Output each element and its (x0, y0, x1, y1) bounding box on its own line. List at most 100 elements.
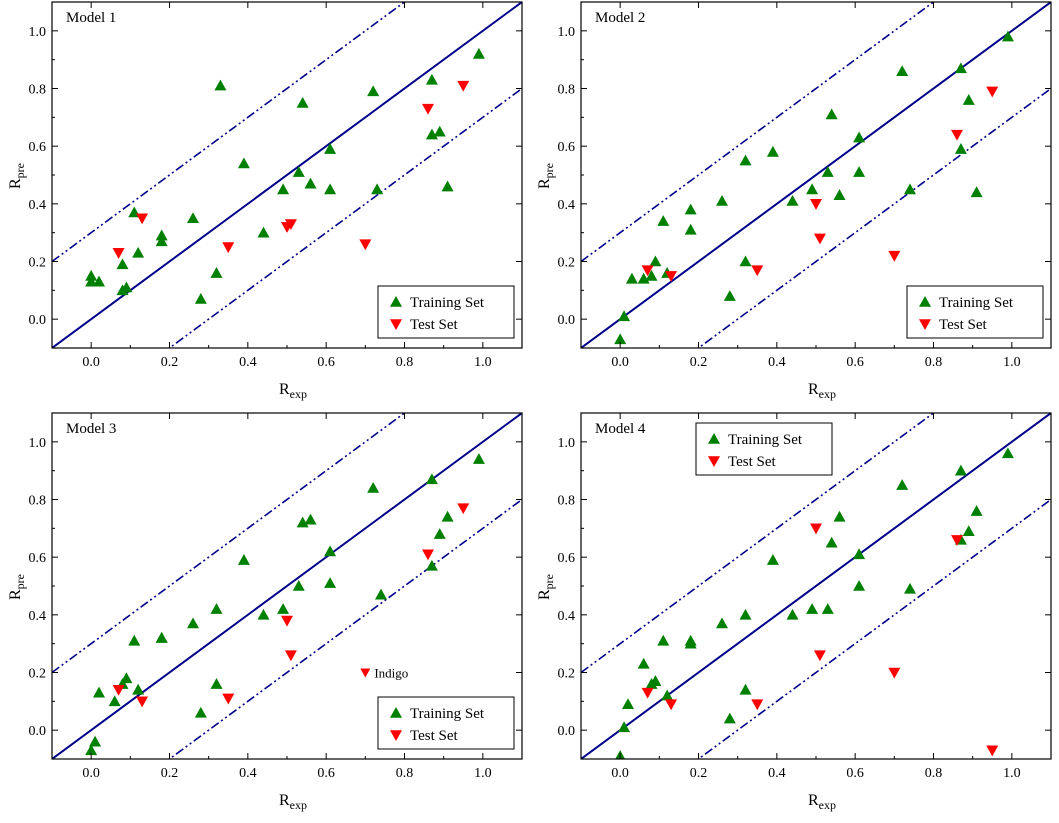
training-point (786, 608, 799, 620)
training-point (645, 269, 658, 281)
training-point (962, 94, 975, 105)
y-tick-label: 0.0 (558, 313, 576, 328)
training-point (296, 96, 309, 108)
chart-panel-model-2: 0.0 0.0 0.2 0.2 0.4 0.4 0.6 0.6 0.8 0.8 1.0 1.0 Mode… (529, 0, 1059, 412)
training-point (425, 73, 438, 85)
training-point (128, 634, 141, 646)
x-axis-label-sub: exp (819, 798, 836, 812)
y-tick-label: 0.4 (29, 198, 47, 213)
test-series (112, 503, 470, 708)
training-point (375, 588, 387, 600)
x-tick-label: 0.6 (317, 766, 335, 781)
test-point (888, 667, 901, 679)
x-tick-label: 1.0 (474, 355, 492, 370)
x-tick-label: 0.8 (925, 766, 943, 781)
y-axis-label: Rpre (536, 574, 556, 600)
training-point (739, 683, 752, 695)
training-point (257, 226, 270, 238)
upper-bound-line (52, 413, 406, 674)
training-point (324, 143, 337, 154)
legend-marker-test (390, 730, 402, 741)
legend: Training Set Test Set (377, 285, 515, 339)
legend-box (377, 696, 515, 750)
legend-label-training: Training Set (410, 706, 485, 722)
identity-line (52, 413, 522, 759)
test-point (641, 265, 654, 277)
training-point (187, 617, 199, 629)
training-series (614, 30, 1014, 345)
test-point (813, 650, 826, 662)
y-tick-label: 0.6 (558, 140, 576, 155)
training-point (237, 554, 250, 565)
y-axis-label: Rpre (7, 574, 27, 600)
training-point (806, 183, 819, 195)
training-point (684, 634, 697, 646)
training-point (637, 657, 650, 669)
scatter-chart-model-1: 0.0 0.0 0.2 0.2 0.4 0.4 0.6 0.6 0.8 0.8 1.0 1.0 Mode… (7, 1, 523, 401)
x-tick-label: 0.6 (846, 355, 864, 370)
test-point (751, 265, 764, 277)
training-point (1001, 30, 1014, 42)
reference-lines (581, 413, 1051, 759)
x-axis-label-sub: exp (819, 387, 836, 401)
training-point (821, 166, 834, 177)
test-point (951, 535, 963, 546)
x-tick-label: 0.4 (768, 766, 786, 781)
x-tick-label: 1.0 (474, 766, 492, 781)
legend-label-test: Test Set (939, 317, 988, 333)
training-point (618, 721, 631, 733)
legend-marker-test (919, 319, 931, 330)
legend-label-training: Training Set (728, 432, 803, 448)
x-tick-label: 0.2 (690, 355, 708, 370)
training-point (324, 545, 337, 557)
y-axis-label-main: R (7, 178, 24, 189)
y-axis-label-main: R (536, 589, 553, 600)
training-point (1001, 447, 1014, 459)
training-point (786, 194, 799, 206)
training-point (614, 333, 627, 345)
test-point (665, 271, 678, 282)
test-point (284, 650, 297, 662)
test-point (359, 239, 372, 251)
training-point (716, 617, 728, 629)
y-tick-label: 0.6 (29, 551, 47, 566)
training-point (155, 229, 168, 241)
y-tick-label: 1.0 (29, 25, 47, 40)
legend: Training Set Test Set (377, 696, 515, 750)
training-point (304, 177, 317, 189)
training-point (821, 603, 834, 614)
training-point (214, 79, 227, 91)
legend: Training Set Test Set (695, 422, 833, 476)
training-point (962, 525, 975, 537)
annotation-text: Indigo (374, 666, 408, 681)
test-series (112, 80, 470, 259)
x-axis-label: Rexp (808, 381, 836, 401)
test-point (136, 696, 149, 708)
y-tick-label: 0.8 (29, 494, 47, 509)
x-axis-label-main: R (279, 381, 290, 398)
training-point (210, 603, 223, 614)
y-tick-label: 1.0 (558, 436, 576, 451)
y-axis-label: Rpre (536, 163, 556, 189)
training-point (371, 183, 384, 195)
legend-box (695, 422, 833, 476)
legend-box (906, 285, 1044, 339)
x-tick-label: 0.6 (317, 355, 335, 370)
training-point (625, 272, 638, 284)
upper-bound-line (581, 413, 935, 674)
training-point (661, 689, 674, 701)
y-axis-label: Rpre (7, 163, 27, 189)
lower-bound-line (697, 498, 1051, 759)
x-tick-label: 0.4 (239, 355, 257, 370)
x-axis-label-main: R (808, 792, 819, 809)
x-tick-label: 0.2 (161, 355, 179, 370)
training-point (766, 145, 779, 157)
y-tick-label: 1.0 (558, 25, 576, 40)
training-point (425, 473, 438, 485)
y-tick-label: 0.2 (558, 256, 576, 271)
training-point (85, 744, 98, 756)
legend-marker-training (919, 296, 931, 307)
annotation-marker (360, 668, 371, 678)
y-axis-label-sub: pre (13, 163, 27, 178)
test-point (810, 199, 822, 210)
